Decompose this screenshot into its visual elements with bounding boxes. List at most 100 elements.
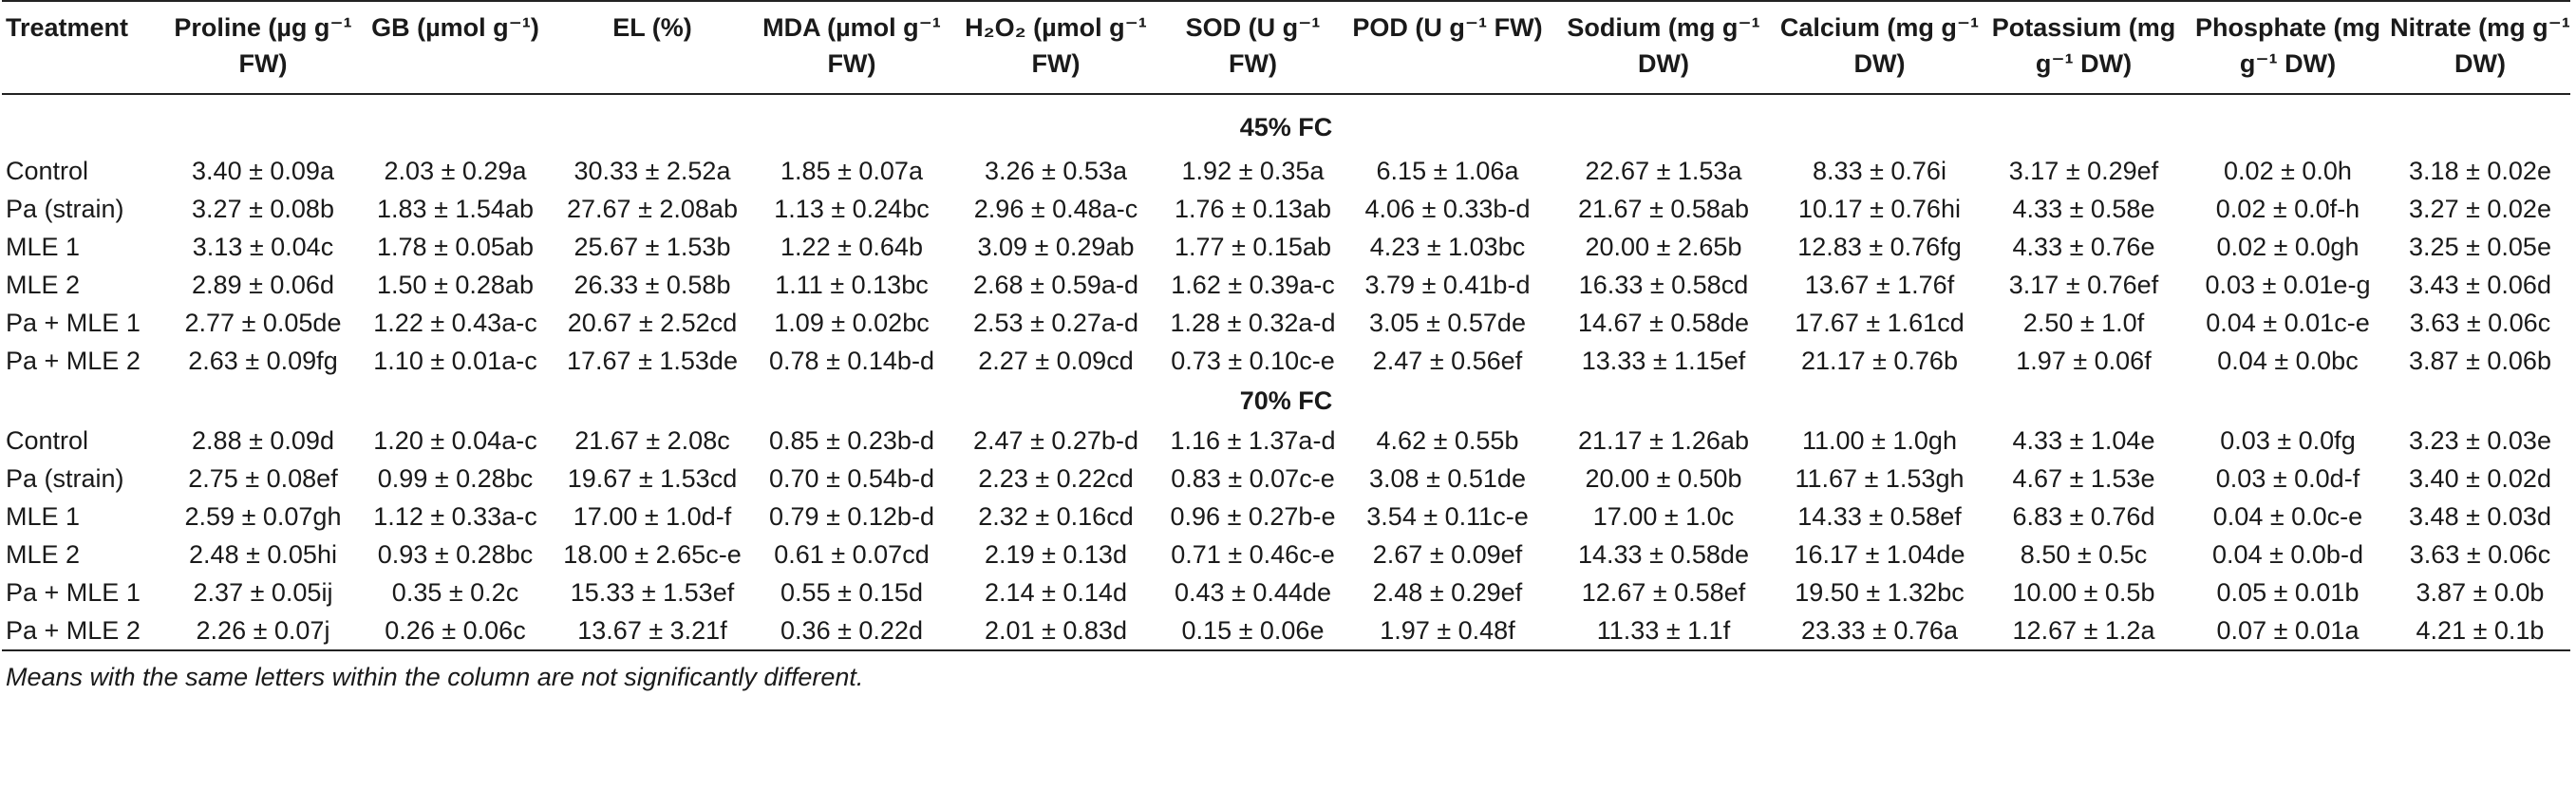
cell-potassium: 12.67 ± 1.2a	[1982, 611, 2186, 651]
cell-phosphate: 0.02 ± 0.0h	[2224, 157, 2352, 185]
cell-calcium: 23.33 ± 0.76a	[1777, 611, 1982, 651]
cell-sodium: 11.33 ± 1.1f	[1550, 611, 1777, 651]
cell-treatment: Pa + MLE 1	[6, 578, 141, 607]
cell-el: 21.67 ± 2.08c	[574, 426, 730, 455]
cell-nitrate: 3.25 ± 0.05e	[2409, 233, 2551, 261]
cell-proline: 2.75 ± 0.08ef	[188, 464, 338, 493]
cell-h2o2: 2.27 ± 0.09cd	[978, 347, 1134, 375]
cell-phosphate: 0.03 ± 0.0fg	[2220, 426, 2356, 455]
cell-el: 15.33 ± 1.53ef	[570, 578, 735, 607]
cell-treatment: MLE 2	[6, 540, 81, 569]
cell-sod: 1.62 ± 0.39a-c	[1171, 271, 1335, 299]
cell-treatment: Control	[6, 426, 89, 455]
header-el: EL (%)	[553, 0, 752, 95]
cell-nitrate: 3.87 ± 0.06b	[2409, 347, 2551, 375]
cell-nitrate: 3.27 ± 0.02e	[2409, 195, 2551, 223]
cell-mda: 0.78 ± 0.14b-d	[769, 347, 934, 375]
cell-gb: 0.93 ± 0.28bc	[377, 540, 534, 569]
cell-sod: 0.15 ± 0.06e	[1160, 611, 1345, 651]
cell-sodium: 20.00 ± 0.50b	[1585, 464, 1742, 493]
cell-proline: 2.77 ± 0.05de	[184, 309, 342, 337]
cell-phosphate: 0.05 ± 0.01b	[2216, 578, 2360, 607]
cell-h2o2: 2.19 ± 0.13d	[985, 540, 1127, 569]
cell-calcium: 17.67 ± 1.61cd	[1795, 309, 1965, 337]
cell-phosphate: 0.07 ± 0.01a	[2186, 611, 2390, 651]
cell-pod: 3.08 ± 0.51de	[1369, 464, 1526, 493]
table-row: Pa + MLE 1 2.37 ± 0.05ij 0.35 ± 0.2c 15.33 …	[2, 573, 2570, 611]
cell-proline: 3.40 ± 0.09a	[192, 157, 334, 185]
cell-proline: 3.27 ± 0.08b	[192, 195, 334, 223]
cell-phosphate: 0.03 ± 0.01e-g	[2205, 271, 2371, 299]
cell-h2o2: 3.26 ± 0.53a	[985, 157, 1127, 185]
table-row: MLE 2 2.89 ± 0.06d 1.50 ± 0.28ab 26.33 ± 0.…	[2, 266, 2570, 304]
header-sodium: Sodium (mg g⁻¹ DW)	[1550, 0, 1777, 95]
cell-nitrate: 3.40 ± 0.02d	[2409, 464, 2551, 493]
cell-pod: 4.23 ± 1.03bc	[1369, 233, 1526, 261]
cell-sodium: 20.00 ± 2.65b	[1585, 233, 1742, 261]
cell-sodium: 12.67 ± 0.58ef	[1581, 578, 1746, 607]
cell-calcium: 11.67 ± 1.53gh	[1795, 464, 1965, 493]
cell-sod: 1.77 ± 0.15ab	[1175, 233, 1331, 261]
cell-treatment: Control	[6, 157, 89, 185]
cell-h2o2: 2.53 ± 0.27a-d	[973, 309, 1138, 337]
cell-mda: 1.11 ± 0.13bc	[775, 271, 929, 299]
cell-potassium: 4.33 ± 0.58e	[2012, 195, 2155, 223]
table-row: MLE 1 3.13 ± 0.04c 1.78 ± 0.05ab 25.67 ± 1.…	[2, 228, 2570, 266]
cell-sodium: 14.67 ± 0.58de	[1578, 309, 1749, 337]
cell-gb: 1.22 ± 0.43a-c	[373, 309, 537, 337]
cell-pod: 4.62 ± 0.55b	[1376, 426, 1519, 455]
cell-calcium: 21.17 ± 0.76b	[1801, 347, 1958, 375]
cell-phosphate: 0.04 ± 0.0b-d	[2212, 540, 2363, 569]
cell-calcium: 16.17 ± 1.04de	[1794, 540, 1965, 569]
cell-sodium: 22.67 ± 1.53a	[1585, 157, 1742, 185]
cell-treatment: MLE 1	[6, 502, 81, 531]
cell-sodium: 21.17 ± 1.26ab	[1578, 426, 1749, 455]
cell-proline: 2.88 ± 0.09d	[192, 426, 334, 455]
cell-sod: 1.28 ± 0.32a-d	[1170, 309, 1336, 337]
section-header-row: 70% FC	[2, 380, 2570, 422]
cell-el: 18.00 ± 2.65c-e	[563, 540, 742, 569]
header-h2o2: H₂O₂ (µmol g⁻¹ FW)	[951, 0, 1160, 95]
cell-phosphate: 0.04 ± 0.0c-e	[2212, 502, 2363, 531]
cell-potassium: 3.17 ± 0.29ef	[2008, 157, 2159, 185]
cell-gb: 1.10 ± 0.01a-c	[373, 347, 537, 375]
section-header-row: 45% FC	[2, 94, 2570, 152]
cell-gb: 1.20 ± 0.04a-c	[373, 426, 537, 455]
cell-potassium: 10.00 ± 0.5b	[2012, 578, 2155, 607]
cell-gb: 1.83 ± 1.54ab	[377, 195, 534, 223]
cell-el: 17.00 ± 1.0d-f	[573, 502, 732, 531]
cell-h2o2: 2.01 ± 0.83d	[951, 611, 1160, 651]
cell-sodium: 21.67 ± 0.58ab	[1578, 195, 1749, 223]
cell-calcium: 10.17 ± 0.76hi	[1798, 195, 1961, 223]
cell-potassium: 1.97 ± 0.06f	[2016, 347, 2152, 375]
table-body: 45% FC Control 3.40 ± 0.09a 2.03 ± 0.29a 30.…	[2, 94, 2570, 651]
header-sod: SOD (U g⁻¹ FW)	[1160, 0, 1345, 95]
header-gb: GB (µmol g⁻¹)	[358, 0, 553, 95]
cell-sod: 0.43 ± 0.44de	[1175, 578, 1331, 607]
cell-el: 13.67 ± 3.21f	[553, 611, 752, 651]
cell-nitrate: 3.43 ± 0.06d	[2409, 271, 2551, 299]
cell-gb: 0.26 ± 0.06c	[358, 611, 553, 651]
cell-h2o2: 2.23 ± 0.22cd	[978, 464, 1134, 493]
section-title: 70% FC	[1239, 386, 1333, 415]
cell-mda: 0.55 ± 0.15d	[780, 578, 923, 607]
cell-mda: 1.22 ± 0.64b	[780, 233, 923, 261]
cell-proline: 3.13 ± 0.04c	[192, 233, 334, 261]
cell-sod: 0.71 ± 0.46c-e	[1171, 540, 1335, 569]
cell-nitrate: 4.21 ± 0.1b	[2390, 611, 2570, 651]
cell-calcium: 19.50 ± 1.32bc	[1795, 578, 1965, 607]
cell-pod: 4.06 ± 0.33b-d	[1364, 195, 1531, 223]
cell-pod: 3.54 ± 0.11c-e	[1366, 502, 1529, 531]
cell-sod: 1.92 ± 0.35a	[1181, 157, 1325, 185]
section-title: 45% FC	[1239, 113, 1333, 141]
cell-treatment: Pa (strain)	[6, 195, 124, 223]
cell-phosphate: 0.03 ± 0.0d-f	[2215, 464, 2360, 493]
table-row: Control 3.40 ± 0.09a 2.03 ± 0.29a 30.33 ± 2…	[2, 152, 2570, 190]
cell-mda: 0.36 ± 0.22d	[752, 611, 951, 651]
table-row: Pa (strain) 2.75 ± 0.08ef 0.99 ± 0.28bc 19.…	[2, 460, 2570, 498]
cell-gb: 1.12 ± 0.33a-c	[373, 502, 537, 531]
header-calcium: Calcium (mg g⁻¹ DW)	[1777, 0, 1982, 95]
cell-calcium: 13.67 ± 1.76f	[1804, 271, 1955, 299]
cell-mda: 0.70 ± 0.54b-d	[769, 464, 934, 493]
cell-sod: 1.76 ± 0.13ab	[1175, 195, 1331, 223]
